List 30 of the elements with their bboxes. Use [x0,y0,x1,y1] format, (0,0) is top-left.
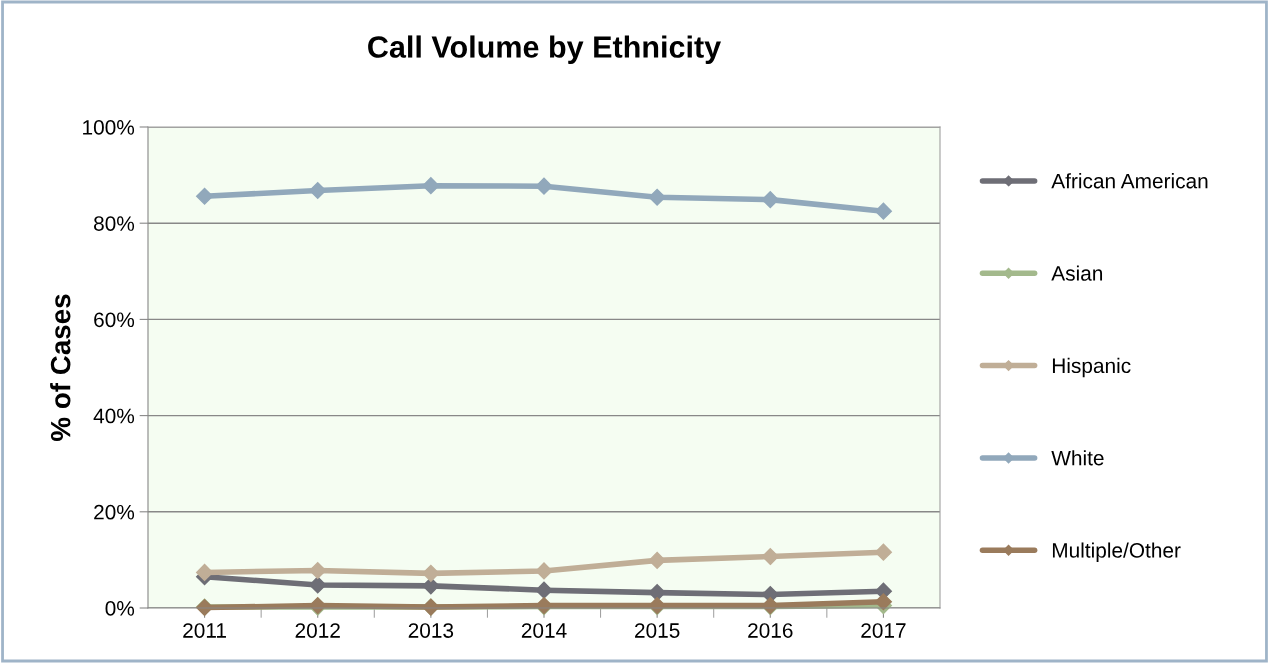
x-tick-label: 2013 [408,623,454,638]
y-tick-label: 80% [94,216,135,231]
x-tick-label: 2011 [183,623,226,638]
point [648,188,666,206]
legend-label: Asian [1051,265,1103,281]
x-tick-label: 2012 [295,623,340,638]
point [422,577,440,595]
y-tick-label: 0% [105,601,135,616]
x-tick-label: 2014 [521,623,567,638]
x-tick-label: 2015 [635,623,680,638]
legend-label: African American [1051,173,1208,189]
chart-title: Call Volume by Ethnicity [368,35,721,64]
point [535,562,553,580]
point [309,576,327,594]
y-tick-label: 100% [83,120,135,135]
y-tick-label: 60% [94,312,135,328]
point [196,187,214,205]
point [874,202,892,220]
y-axis-title: % of Cases [50,294,71,441]
point [535,581,553,599]
legend-label: Multiple/Other [1052,542,1181,562]
point [535,177,553,195]
y-tick-label: 20% [94,504,135,520]
x-tick-label: 2016 [748,623,793,638]
y-tick-label: 40% [93,408,135,424]
legend-label: White [1051,450,1104,466]
point [874,593,892,611]
legend-label: Hispanic [1052,357,1131,378]
point [648,551,666,569]
x-tick-label: 2017 [861,623,906,638]
